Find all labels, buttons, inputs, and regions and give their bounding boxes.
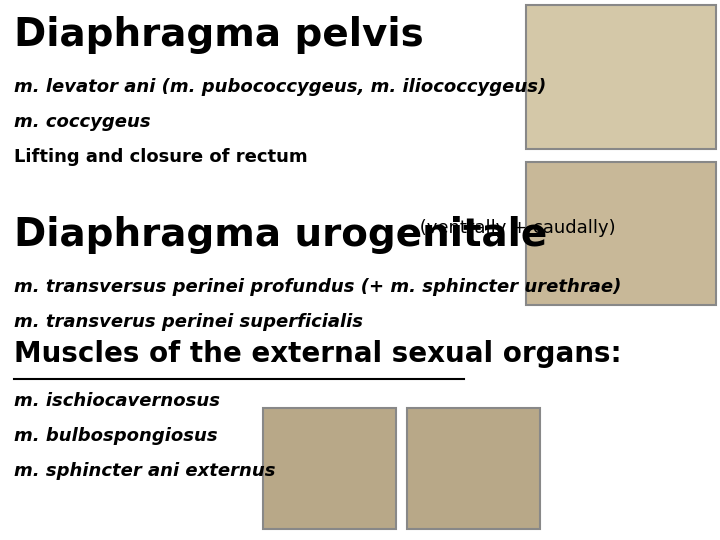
- Text: (ventrally + caudally): (ventrally + caudally): [414, 219, 616, 237]
- Text: Diaphragma urogenitale: Diaphragma urogenitale: [14, 216, 548, 254]
- Text: Diaphragma pelvis: Diaphragma pelvis: [14, 16, 424, 54]
- Text: m. levator ani (m. pubococcygeus, m. iliococcygeus): m. levator ani (m. pubococcygeus, m. ili…: [14, 78, 546, 96]
- Text: m. sphincter ani externus: m. sphincter ani externus: [14, 462, 276, 480]
- Text: Lifting and closure of rectum: Lifting and closure of rectum: [14, 148, 308, 166]
- Text: Muscles of the external sexual organs:: Muscles of the external sexual organs:: [14, 340, 622, 368]
- Text: m. transverus perinei superficialis: m. transverus perinei superficialis: [14, 313, 364, 331]
- Text: m. bulbospongiosus: m. bulbospongiosus: [14, 427, 218, 444]
- Text: m. coccygeus: m. coccygeus: [14, 113, 151, 131]
- Text: m. ischiocavernosus: m. ischiocavernosus: [14, 392, 220, 409]
- Text: m. transversus perinei profundus (+ m. sphincter urethrae): m. transversus perinei profundus (+ m. s…: [14, 278, 622, 296]
